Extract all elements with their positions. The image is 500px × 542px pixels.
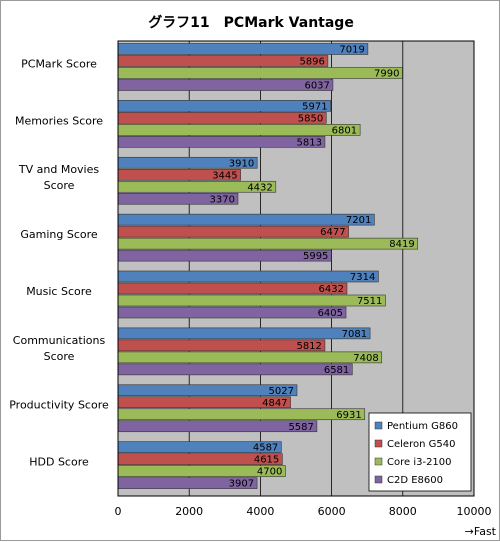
- data-label: 5971: [302, 101, 327, 112]
- bar: [117, 351, 383, 364]
- bar: [117, 136, 326, 148]
- data-label: 4700: [257, 467, 282, 478]
- x-tick-label: 8000: [389, 505, 417, 518]
- bar: [117, 213, 375, 226]
- chart-title: グラフ11 PCMark Vantage: [148, 14, 354, 31]
- legend-label: Celeron G540: [387, 439, 455, 450]
- x-tick-label: 0: [115, 505, 122, 518]
- bar: [117, 67, 403, 79]
- data-label: 7511: [357, 296, 382, 307]
- data-label: 6581: [324, 365, 349, 376]
- data-label: 6432: [319, 284, 344, 295]
- data-label: 5812: [296, 341, 321, 352]
- bar: [117, 363, 353, 376]
- bar: [117, 79, 334, 91]
- data-label: 5813: [296, 137, 321, 148]
- legend-swatch: [374, 439, 383, 448]
- data-label: 5027: [269, 386, 294, 397]
- data-label: 3910: [229, 158, 254, 169]
- bar: [117, 237, 419, 250]
- x-tick-label: 4000: [246, 505, 274, 518]
- data-label: 6037: [304, 81, 329, 92]
- legend-swatch: [374, 421, 383, 430]
- bar: [117, 282, 348, 295]
- data-label: 6931: [336, 410, 361, 421]
- category-label: PCMark Score: [21, 57, 97, 70]
- bar: [117, 327, 371, 340]
- data-label: 3907: [229, 479, 254, 490]
- x-axis-label: →Fast: [465, 525, 497, 538]
- category-label: Productivity Score: [9, 399, 109, 412]
- legend-label: C2D E8600: [387, 475, 443, 486]
- data-label: 4615: [254, 455, 279, 466]
- category-label: Communications: [13, 334, 106, 347]
- bar: [117, 270, 379, 283]
- legend-box: [368, 412, 472, 492]
- data-label: 7019: [339, 45, 364, 56]
- data-label: 8419: [389, 239, 414, 250]
- data-label: 7081: [342, 329, 367, 340]
- category-label: Music Score: [26, 285, 92, 298]
- data-label: 7314: [350, 272, 375, 283]
- data-label: 5587: [288, 422, 313, 433]
- bar: [117, 112, 327, 124]
- category-label: HDD Score: [29, 456, 89, 469]
- bar: [117, 249, 332, 262]
- data-label: 7990: [374, 69, 399, 80]
- data-label: 4847: [262, 398, 287, 409]
- x-tick-label: 10000: [457, 505, 492, 518]
- legend-label: Pentium G860: [387, 421, 458, 432]
- data-label: 4432: [247, 182, 272, 193]
- data-label: 5995: [303, 251, 328, 262]
- data-label: 6405: [318, 308, 343, 319]
- legend-swatch: [374, 457, 383, 466]
- bar: [117, 420, 318, 433]
- bar: [117, 124, 361, 136]
- category-label: Score: [44, 179, 75, 192]
- category-label: Score: [44, 350, 75, 363]
- x-tick-label: 2000: [175, 505, 203, 518]
- data-label: 7201: [346, 215, 371, 226]
- category-label: Gaming Score: [20, 228, 98, 241]
- legend-label: Core i3-2100: [387, 457, 452, 468]
- plot-border: [117, 40, 475, 497]
- bar: [117, 306, 347, 319]
- category-label: TV and Movies: [18, 163, 99, 176]
- bar: [117, 408, 366, 421]
- bar: [117, 100, 331, 112]
- legend-swatch: [374, 475, 383, 484]
- data-label: 7408: [353, 353, 378, 364]
- x-tick-label: 6000: [318, 505, 346, 518]
- data-label: 6801: [332, 125, 357, 136]
- bar: [117, 225, 349, 238]
- data-label: 4587: [253, 443, 278, 454]
- bar: [117, 55, 329, 67]
- data-label: 6477: [320, 227, 345, 238]
- data-label: 3370: [210, 194, 235, 205]
- data-label: 5896: [299, 57, 324, 68]
- bar: [117, 43, 369, 55]
- data-label: 3445: [212, 170, 237, 181]
- bar: [117, 339, 326, 352]
- data-label: 5850: [298, 113, 323, 124]
- bar: [117, 294, 386, 307]
- category-label: Memories Score: [15, 114, 103, 127]
